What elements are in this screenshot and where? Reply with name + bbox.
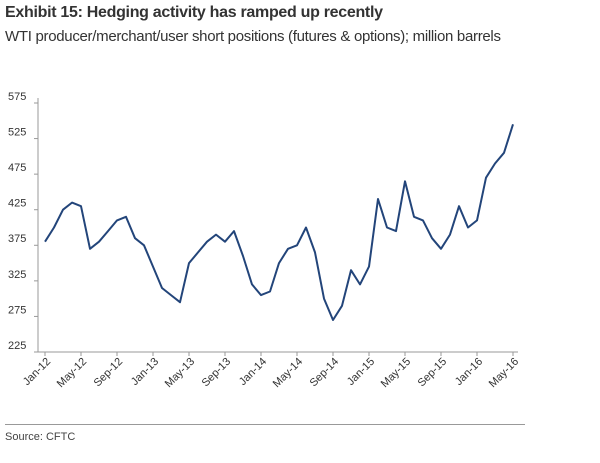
x-tick-label: Jan-13 — [129, 356, 161, 388]
x-tick-label: Sep-14 — [308, 356, 342, 390]
x-tick-label: Jan-15 — [345, 356, 377, 388]
y-tick-label: 225 — [8, 340, 26, 352]
divider — [5, 424, 525, 425]
y-tick-label: 325 — [8, 269, 26, 281]
x-tick-label: May-14 — [271, 356, 305, 390]
source-note: Source: CFTC — [5, 431, 76, 443]
y-tick-label: 575 — [8, 91, 26, 103]
x-tick-label: Jan-14 — [237, 356, 269, 388]
y-tick-label: 275 — [8, 304, 26, 316]
y-tick-label: 425 — [8, 198, 26, 210]
chart-subtitle: WTI producer/merchant/user short positio… — [5, 28, 501, 45]
x-tick-label: May-16 — [487, 356, 521, 390]
x-tick-label: Sep-15 — [416, 356, 450, 390]
y-tick-label: 375 — [8, 233, 26, 245]
x-tick-label: Sep-13 — [200, 356, 234, 390]
x-tick-label: May-15 — [379, 356, 413, 390]
chart-title: Exhibit 15: Hedging activity has ramped … — [5, 4, 383, 21]
x-tick-label: May-13 — [163, 356, 197, 390]
data-line — [44, 123, 514, 321]
x-tick-label: May-12 — [55, 356, 89, 390]
y-tick-label: 525 — [8, 126, 26, 138]
y-tick-label: 475 — [8, 162, 26, 174]
x-tick-label: Jan-12 — [21, 356, 53, 388]
x-tick-label: Sep-12 — [92, 356, 126, 390]
x-tick-label: Jan-16 — [453, 356, 485, 388]
